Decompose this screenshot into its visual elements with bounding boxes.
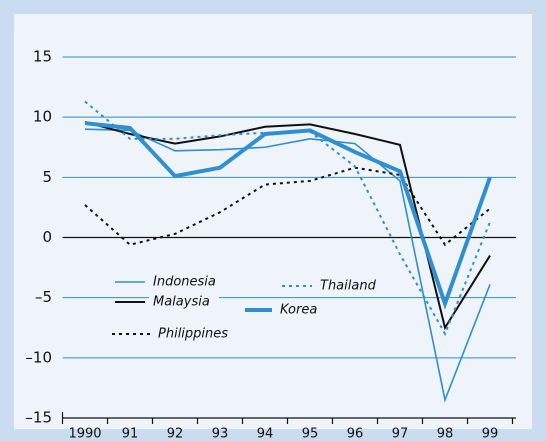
x-tick-label: 1990 — [68, 427, 101, 441]
y-tick-label: 10 — [33, 108, 52, 126]
x-tick-label: 92 — [167, 427, 184, 441]
legend-label: Korea — [280, 303, 317, 318]
legend-label: Philippines — [158, 327, 228, 342]
plot-background — [14, 14, 532, 429]
line-series — [84, 121, 492, 310]
line-series — [84, 128, 491, 403]
x-tick-label: 97 — [392, 427, 409, 441]
x-tick-label: 93 — [212, 427, 229, 441]
legend-bg — [154, 325, 248, 343]
line-series — [84, 166, 491, 247]
legend-bg — [149, 293, 219, 311]
legend-label: Thailand — [320, 279, 377, 294]
legend-bg — [149, 273, 227, 291]
y-tick-label: –10 — [25, 348, 52, 366]
x-tick-label: 91 — [122, 427, 139, 441]
y-tick-label: 0 — [42, 228, 52, 246]
y-tick-label: –15 — [25, 409, 52, 427]
y-tick-label: 5 — [42, 168, 52, 186]
x-tick-label: 95 — [302, 427, 319, 441]
legend-label: Indonesia — [153, 275, 216, 290]
y-tick-label: 15 — [33, 48, 52, 66]
legend-bg — [316, 277, 386, 295]
x-tick-label: 98 — [437, 427, 454, 441]
x-tick-label: 96 — [347, 427, 364, 441]
y-tick-label: –5 — [35, 288, 52, 306]
legend-label: Malaysia — [153, 295, 210, 310]
x-tick-label: 94 — [257, 427, 274, 441]
x-tick-label: 99 — [482, 427, 499, 441]
legend-bg — [276, 301, 322, 319]
